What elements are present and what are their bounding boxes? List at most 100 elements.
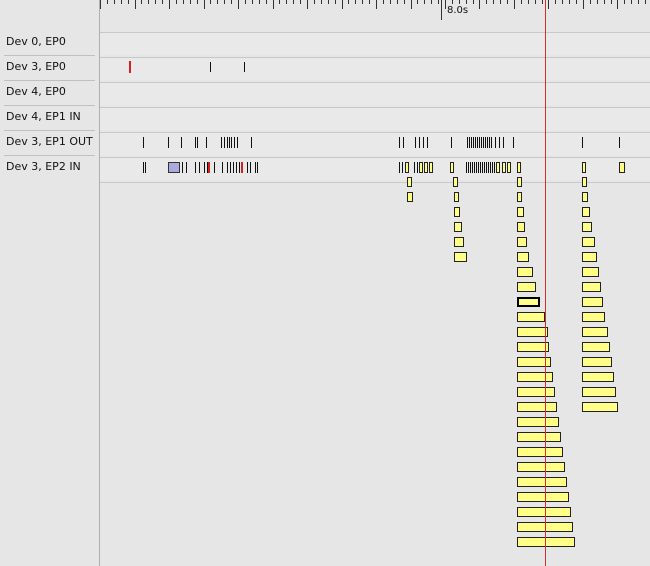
transfer-tick[interactable] (182, 162, 183, 173)
transfer-block[interactable] (582, 357, 612, 367)
transfer-tick[interactable] (468, 162, 469, 173)
transfer-block[interactable] (517, 402, 557, 412)
transfer-block[interactable] (517, 492, 569, 502)
transfer-block[interactable] (517, 312, 545, 322)
transfer-block[interactable] (582, 372, 614, 382)
transfer-tick[interactable] (427, 137, 428, 148)
transfer-tick[interactable] (403, 137, 404, 148)
transfer-tick[interactable] (467, 137, 468, 148)
transfer-block[interactable] (517, 222, 525, 232)
transfer-block[interactable] (517, 237, 527, 247)
transfer-tick[interactable] (480, 162, 481, 173)
transfer-tick[interactable] (145, 162, 146, 173)
error-marker[interactable] (129, 61, 131, 73)
transfer-block[interactable] (517, 192, 522, 202)
track-label-dev4-ep1-in[interactable]: Dev 4, EP1 IN (6, 110, 81, 123)
transfer-tick[interactable] (231, 137, 232, 148)
transfer-block[interactable] (517, 432, 561, 442)
transfer-block[interactable] (507, 162, 511, 173)
transfer-tick[interactable] (222, 162, 223, 173)
transfer-tick[interactable] (143, 137, 144, 148)
transfer-tick[interactable] (494, 162, 495, 173)
track-label-dev0-ep0[interactable]: Dev 0, EP0 (6, 35, 66, 48)
transfer-block[interactable] (582, 192, 588, 202)
transfer-tick[interactable] (143, 162, 144, 173)
transfer-block[interactable] (496, 162, 500, 173)
transfer-tick[interactable] (227, 137, 228, 148)
transfer-block[interactable] (517, 177, 522, 187)
transfer-tick[interactable] (399, 162, 400, 173)
transfer-tick[interactable] (168, 137, 169, 148)
transfer-block[interactable] (517, 372, 553, 382)
transfer-block[interactable] (454, 222, 462, 232)
transfer-block[interactable] (450, 162, 454, 173)
transfer-block[interactable] (517, 447, 563, 457)
transfer-tick[interactable] (234, 137, 235, 148)
transfer-block[interactable] (582, 387, 616, 397)
transfer-tick[interactable] (224, 137, 225, 148)
transfer-block[interactable] (517, 417, 559, 427)
transfer-tick[interactable] (492, 162, 493, 173)
transfer-tick[interactable] (206, 137, 207, 148)
transfer-block[interactable] (582, 342, 610, 352)
transfer-block[interactable] (517, 162, 521, 173)
track-label-dev3-ep1-out[interactable]: Dev 3, EP1 OUT (6, 135, 93, 148)
transfer-tick[interactable] (244, 62, 245, 72)
transfer-tick[interactable] (255, 162, 256, 173)
transfer-block[interactable] (582, 237, 595, 247)
transfer-block[interactable] (517, 537, 575, 547)
transfer-block[interactable] (502, 162, 506, 173)
transfer-tick[interactable] (233, 162, 234, 173)
transfer-tick[interactable] (399, 137, 400, 148)
transfer-block[interactable] (582, 267, 599, 277)
transfer-block[interactable] (517, 357, 551, 367)
transfer-tick[interactable] (423, 137, 424, 148)
playback-cursor[interactable] (545, 0, 546, 566)
transfer-block[interactable] (582, 207, 590, 217)
transfer-block[interactable] (582, 282, 601, 292)
transfer-tick[interactable] (485, 137, 486, 148)
transfer-tick[interactable] (236, 162, 237, 173)
transfer-tick[interactable] (414, 162, 415, 173)
transfer-block[interactable] (517, 327, 548, 337)
transfer-tick[interactable] (503, 137, 504, 148)
timeline-canvas[interactable]: 8.0s (100, 0, 650, 566)
setup-transfer-block[interactable] (168, 162, 180, 173)
transfer-block[interactable] (517, 267, 533, 277)
transfer-block[interactable] (454, 252, 467, 262)
transfer-tick[interactable] (476, 162, 477, 173)
transfer-tick[interactable] (257, 162, 258, 173)
transfer-tick[interactable] (479, 137, 480, 148)
transfer-block[interactable] (582, 327, 608, 337)
transfer-tick[interactable] (214, 162, 215, 173)
transfer-block[interactable] (517, 477, 567, 487)
transfer-block[interactable] (582, 252, 597, 262)
transfer-block[interactable] (454, 192, 459, 202)
transfer-tick[interactable] (466, 162, 467, 173)
transfer-block[interactable] (454, 237, 464, 247)
transfer-tick[interactable] (477, 137, 478, 148)
transfer-block[interactable] (405, 162, 409, 173)
transfer-tick[interactable] (199, 162, 200, 173)
error-marker[interactable] (208, 162, 210, 173)
transfer-tick[interactable] (250, 162, 251, 173)
error-marker[interactable] (241, 162, 243, 173)
transfer-tick[interactable] (204, 162, 205, 173)
transfer-tick[interactable] (197, 137, 198, 148)
transfer-tick[interactable] (402, 162, 403, 173)
transfer-tick[interactable] (473, 137, 474, 148)
transfer-block[interactable] (407, 177, 412, 187)
transfer-tick[interactable] (181, 137, 182, 148)
transfer-block[interactable] (517, 282, 536, 292)
transfer-block[interactable] (517, 252, 529, 262)
transfer-tick[interactable] (484, 162, 485, 173)
transfer-block[interactable] (517, 387, 555, 397)
transfer-tick[interactable] (451, 137, 452, 148)
transfer-tick[interactable] (491, 137, 492, 148)
transfer-tick[interactable] (472, 162, 473, 173)
transfer-tick[interactable] (474, 162, 475, 173)
transfer-tick[interactable] (469, 137, 470, 148)
transfer-tick[interactable] (619, 137, 620, 148)
transfer-tick[interactable] (495, 137, 496, 148)
transfer-tick[interactable] (207, 162, 208, 173)
